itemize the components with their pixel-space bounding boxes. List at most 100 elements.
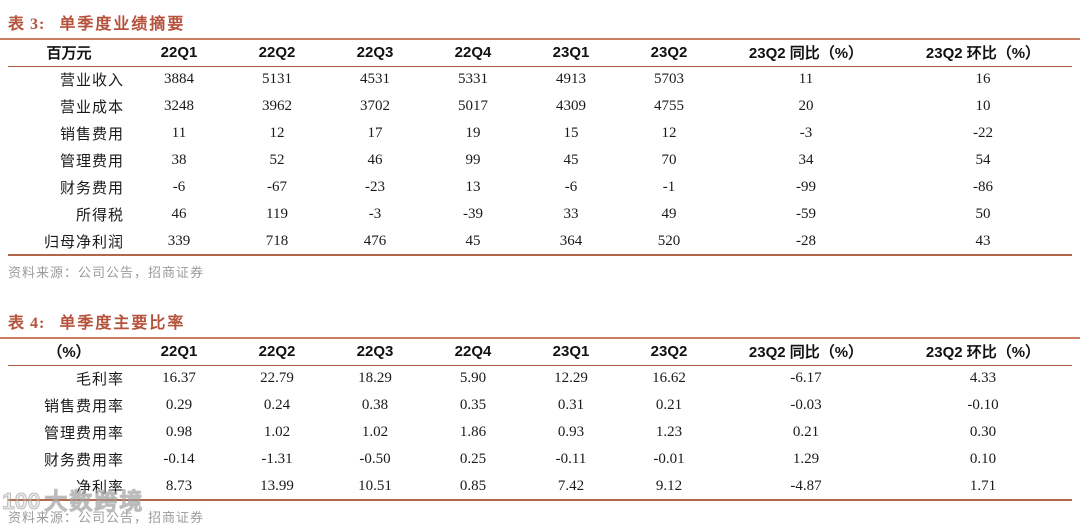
- column-header: 23Q2 同比（%）: [748, 344, 864, 362]
- table-cell: 5131: [262, 71, 292, 88]
- table-cell: -28: [796, 232, 816, 249]
- table-cell: -1: [662, 179, 676, 195]
- table-cell: 10.51: [358, 477, 392, 494]
- table-row: 财务费用 -6 -67 -23 13 -6 -1 -99 -86: [8, 174, 1072, 201]
- column-header: 22Q1: [160, 44, 198, 62]
- column-header: 22Q2: [258, 44, 296, 62]
- table-cell: 4309: [556, 98, 586, 114]
- table-cell: 520: [657, 232, 681, 249]
- table-cell: 0.24: [263, 397, 291, 413]
- table-row: 毛利率 16.37 22.79 18.29 5.90 12.29 16.62 -…: [8, 365, 1072, 392]
- table-cell: 0.10: [969, 451, 997, 467]
- table-row: 财务费用率 -0.14 -1.31 -0.50 0.25 -0.11 -0.01…: [8, 446, 1072, 473]
- table4-title-label: 表 4:: [8, 315, 46, 332]
- row-label: 所得税: [75, 208, 124, 224]
- column-header: 23Q1: [552, 44, 590, 62]
- row-label: 财务费用率: [43, 453, 124, 469]
- table-cell: 4.33: [969, 370, 997, 387]
- table-cell: 5.90: [459, 370, 487, 387]
- table3-title: 表 3: 单季度业绩摘要: [0, 6, 1080, 40]
- table-cell: -22: [973, 125, 993, 141]
- column-header: 22Q4: [454, 343, 492, 361]
- table-row: 销售费用率 0.29 0.24 0.38 0.35 0.31 0.21 -0.0…: [8, 392, 1072, 419]
- table3-title-text: 单季度业绩摘要: [59, 16, 186, 33]
- column-header: 23Q2: [650, 44, 688, 62]
- table-cell: 16.37: [162, 370, 196, 387]
- column-header: 23Q1: [552, 343, 590, 361]
- section-gap: [0, 281, 1080, 305]
- row-label: 管理费用率: [43, 426, 124, 442]
- row-label: 归母净利润: [43, 234, 124, 251]
- table-cell: 12: [269, 125, 285, 141]
- table-header-row: 百万元 22Q1 22Q2 22Q3 22Q4 23Q1 23Q2 23Q2 同…: [8, 40, 1072, 66]
- table-cell: 9.12: [655, 477, 683, 494]
- table-cell: 364: [559, 232, 583, 249]
- table-cell: 3702: [360, 98, 390, 114]
- column-header: 23Q2: [650, 343, 688, 361]
- table-cell: -0.01: [653, 451, 685, 467]
- table-cell: 4913: [556, 71, 586, 88]
- table-cell: 339: [167, 232, 191, 249]
- quarterly-results-table: 百万元 22Q1 22Q2 22Q3 22Q4 23Q1 23Q2 23Q2 同…: [8, 40, 1072, 256]
- table-cell: 0.38: [361, 397, 389, 413]
- table-cell: -23: [365, 179, 385, 195]
- table-cell: 10: [975, 98, 991, 114]
- table-row: 销售费用 11 12 17 19 15 12 -3 -22: [8, 120, 1072, 147]
- table-cell: 1.29: [792, 451, 820, 467]
- table-cell: 16.62: [652, 370, 686, 387]
- table-cell: 46: [367, 152, 383, 168]
- row-label: 销售费用: [59, 127, 124, 143]
- table-cell: 3962: [262, 98, 292, 114]
- table-cell: 34: [798, 152, 814, 168]
- table-cell: 0.85: [459, 477, 487, 494]
- table4-source: 资料来源：公司公告，招商证券: [8, 510, 205, 525]
- column-header: 23Q2 环比（%）: [925, 344, 1041, 362]
- table-cell: -3: [799, 125, 813, 141]
- table-cell: 17: [367, 125, 383, 141]
- table-cell: 49: [661, 206, 677, 222]
- table-cell: 0.30: [969, 424, 997, 440]
- table-cell: 50: [975, 206, 991, 222]
- row-label: 净利率: [75, 479, 124, 496]
- table-cell: 33: [563, 206, 579, 222]
- table-cell: 0.35: [459, 397, 487, 413]
- table-cell: 11: [171, 125, 187, 141]
- table-cell: 3884: [164, 71, 194, 88]
- table-cell: -3: [368, 206, 382, 222]
- table-cell: 13: [465, 179, 481, 195]
- table-cell: -67: [267, 179, 287, 195]
- table-cell: 15: [563, 125, 579, 141]
- table-cell: 20: [798, 98, 814, 114]
- table-cell: 0.93: [557, 424, 585, 440]
- table-row: 净利率 8.73 13.99 10.51 0.85 7.42 9.12 -4.8…: [8, 473, 1072, 500]
- table-cell: 5703: [654, 71, 684, 88]
- table-cell: 46: [171, 206, 187, 222]
- table-cell: -39: [463, 206, 483, 222]
- table-cell: 99: [465, 152, 481, 168]
- table-cell: 0.21: [655, 397, 683, 413]
- table-cell: 38: [171, 152, 187, 168]
- table-cell: 5017: [458, 98, 488, 114]
- column-header: 22Q4: [454, 44, 492, 62]
- table-cell: 7.42: [557, 477, 585, 494]
- column-header: 百万元: [46, 45, 92, 63]
- table-cell: -0.50: [359, 451, 391, 467]
- row-label: 管理费用: [59, 154, 124, 170]
- table-cell: 13.99: [260, 477, 294, 494]
- row-label: 财务费用: [59, 181, 124, 197]
- table-cell: -0.11: [555, 451, 587, 467]
- table-cell: 0.25: [459, 451, 487, 467]
- table-cell: -1.31: [261, 451, 293, 467]
- table-cell: -6: [564, 179, 578, 195]
- table-cell: 0.29: [165, 397, 193, 413]
- table-row: 管理费用率 0.98 1.02 1.02 1.86 0.93 1.23 0.21…: [8, 419, 1072, 446]
- quarterly-ratios-table: （%） 22Q1 22Q2 22Q3 22Q4 23Q1 23Q2 23Q2 同…: [8, 339, 1072, 501]
- row-label: 毛利率: [75, 372, 124, 389]
- table-cell: -6: [172, 179, 186, 195]
- table-row: 营业成本 3248 3962 3702 5017 4309 4755 20 10: [8, 93, 1072, 120]
- table-cell: 0.31: [557, 397, 585, 413]
- row-label: 营业成本: [59, 100, 124, 116]
- table-cell: 3248: [164, 98, 194, 114]
- table-cell: -0.03: [790, 397, 822, 413]
